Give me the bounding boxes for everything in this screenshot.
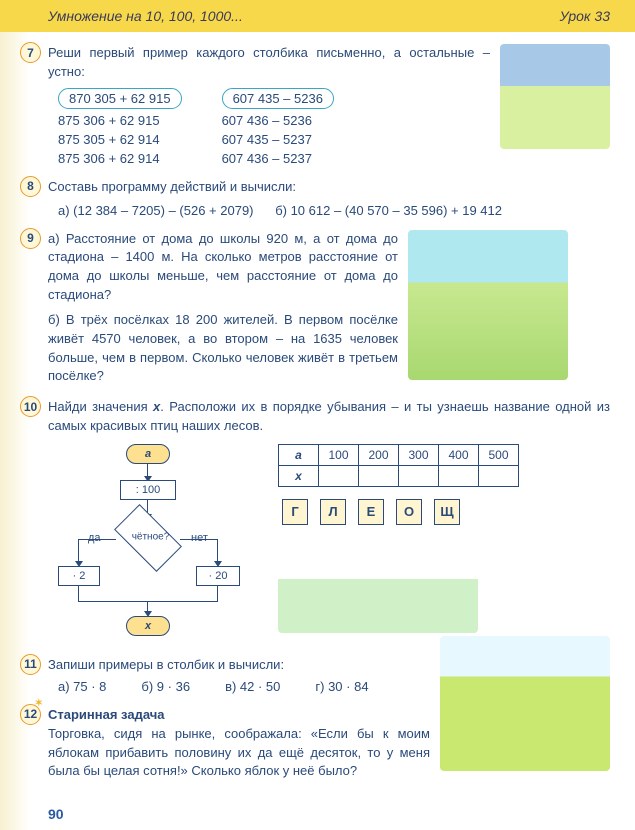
p10-text-a: Найди значения [48, 399, 153, 414]
illustration-rain [500, 44, 610, 149]
problem-12: 12 Старинная задача Торговка, сидя на ры… [48, 706, 610, 781]
p7-col2: 607 435 – 5236 607 436 – 5236 607 435 – … [222, 88, 334, 166]
problem-9: 9 а) Расстояние от дома до школы 920 м, … [48, 230, 610, 387]
illustration-bird [278, 543, 478, 633]
p9-b: б) В трёх посёлках 18 200 жителей. В пер… [48, 311, 398, 386]
p12-text: Торговка, сидя на рынке, соображала: «Ес… [48, 725, 430, 782]
p8-a: а) (12 384 – 7205) – (526 + 2079) [58, 203, 254, 218]
lesson-header: Умножение на 10, 100, 1000... Урок 33 [0, 0, 635, 32]
badge-11: 11 [20, 654, 41, 675]
table-10: a 100 200 300 400 500 x [278, 444, 519, 487]
p7-col1: 870 305 + 62 915 875 306 + 62 915 875 30… [58, 88, 182, 166]
p9-a: а) Расстояние от дома до школы 920 м, а … [48, 230, 398, 305]
badge-9: 9 [20, 228, 41, 249]
letter-boxes: Г Л Е О Щ [278, 499, 519, 525]
illustration-village [408, 230, 568, 380]
page-number: 90 [48, 806, 64, 822]
badge-8: 8 [20, 176, 41, 197]
lesson-title: Умножение на 10, 100, 1000... [48, 8, 243, 24]
badge-12: 12 [20, 704, 41, 725]
p8-b: б) 10 612 – (40 570 – 35 596) + 19 412 [275, 203, 502, 218]
problem-8: 8 Составь программу действий и вычисли: … [48, 178, 610, 218]
illustration-apples [440, 636, 610, 771]
p7-text: Реши первый пример каждого столбика пись… [48, 44, 490, 82]
problem-10: 10 Найди значения x. Расположи их в поря… [48, 398, 610, 644]
badge-7: 7 [20, 42, 41, 63]
p8-text: Составь программу действий и вычисли: [48, 178, 610, 197]
lesson-number: Урок 33 [560, 8, 610, 24]
flowchart: a : 100 чётное? да нет · 2 · 20 [48, 444, 248, 644]
badge-10: 10 [20, 396, 41, 417]
problem-7: 7 Реши первый пример каждого столбика пи… [48, 44, 610, 166]
p12-title: Старинная задача [48, 706, 430, 725]
